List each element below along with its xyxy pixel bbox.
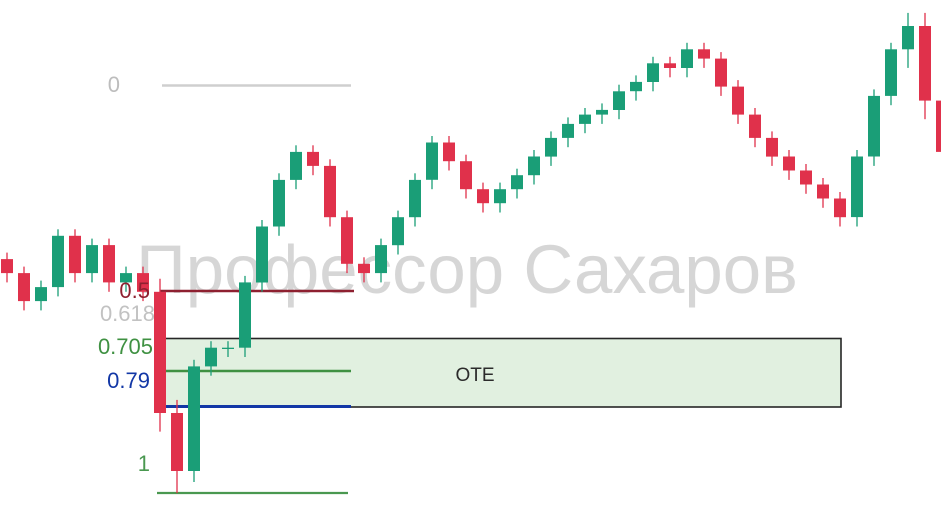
svg-text:0.618: 0.618 [100,301,155,326]
svg-text:0.705: 0.705 [98,334,153,359]
svg-text:0: 0 [108,72,120,97]
svg-text:OTE: OTE [455,365,494,386]
svg-text:1: 1 [138,451,150,476]
svg-text:0.5: 0.5 [119,278,150,303]
svg-text:Профессор Сахаров: Профессор Сахаров [136,231,798,308]
svg-text:0.79: 0.79 [107,368,150,393]
